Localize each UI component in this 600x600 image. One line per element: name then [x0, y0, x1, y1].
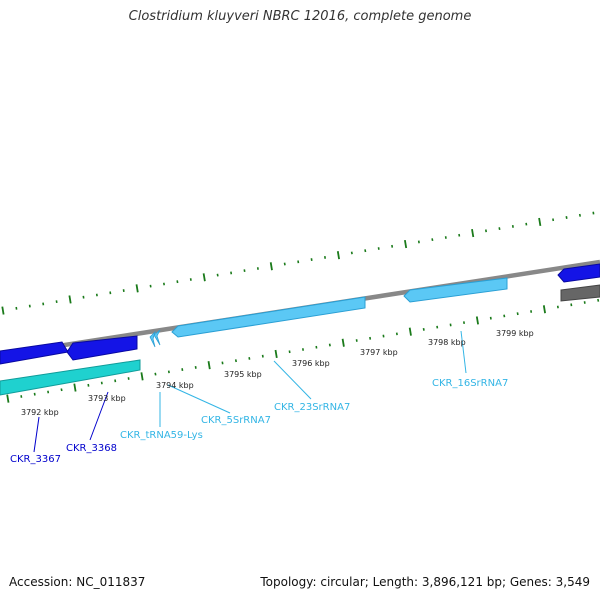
- scale-label: 3793 kbp: [88, 394, 126, 403]
- outer-tick-track: [1, 211, 595, 315]
- gene-label-ckr-3368[interactable]: CKR_3368: [66, 443, 117, 454]
- minor-tick: [503, 314, 506, 318]
- minor-tick: [422, 327, 425, 331]
- inner-tick-track: [6, 298, 600, 403]
- gene-arrow-5s-23s-rrna[interactable]: [171, 296, 366, 338]
- minor-tick: [60, 388, 63, 392]
- major-tick: [207, 361, 211, 370]
- major-tick: [140, 372, 144, 381]
- gene-label-16s-rrna[interactable]: CKR_16SrRNA7: [432, 378, 508, 389]
- minor-tick: [516, 312, 519, 316]
- major-tick: [475, 316, 479, 325]
- gene-label-23s-rrna[interactable]: CKR_23SrRNA7: [274, 402, 350, 413]
- cds-bar-cyan[interactable]: [0, 359, 141, 396]
- scale-label: 3796 kbp: [292, 359, 330, 368]
- minor-tick: [364, 249, 367, 253]
- major-tick: [274, 349, 278, 359]
- major-tick: [135, 284, 139, 293]
- scale-label: 3794 kbp: [156, 381, 194, 390]
- minor-tick: [498, 227, 501, 231]
- minor-tick: [565, 216, 568, 219]
- gene-arrow-16s-rrna[interactable]: [403, 277, 508, 303]
- minor-tick: [283, 262, 286, 266]
- major-tick: [341, 338, 345, 347]
- minor-tick: [248, 357, 251, 360]
- gene-label-5s-rrna[interactable]: CKR_5SrRNA7: [201, 415, 271, 426]
- major-tick: [408, 327, 412, 336]
- major-tick: [202, 273, 206, 282]
- major-tick: [336, 251, 340, 260]
- major-tick: [1, 306, 5, 315]
- minor-tick: [597, 298, 600, 302]
- major-tick: [404, 239, 408, 249]
- minor-tick: [328, 343, 331, 347]
- gene-label-ckr-3367[interactable]: CKR_3367: [10, 454, 61, 465]
- minor-tick: [234, 359, 237, 363]
- major-tick: [68, 295, 72, 304]
- minor-tick: [216, 273, 219, 277]
- minor-tick: [154, 372, 157, 376]
- major-tick: [73, 383, 77, 392]
- forward-strand-features[interactable]: [0, 263, 600, 365]
- major-tick: [538, 217, 542, 227]
- gene-arrow-trna59-lys-b[interactable]: [149, 330, 156, 348]
- minor-tick: [431, 238, 434, 242]
- map-title: Clostridium kluyveri NBRC 12016, complet…: [128, 9, 472, 24]
- major-tick: [542, 305, 546, 314]
- gene-arrow-right-edge[interactable]: [557, 263, 600, 283]
- scale-label: 3797 kbp: [360, 348, 398, 357]
- gene-connector-lines: [33, 330, 467, 453]
- scale-label: 3792 kbp: [21, 408, 59, 417]
- scale-label: 3795 kbp: [224, 370, 262, 379]
- gene-arrow-trna59-lys-a[interactable]: [153, 329, 161, 346]
- genome-summary-text: Topology: circular; Length: 3,896,121 bp…: [260, 575, 590, 589]
- reverse-strand-features[interactable]: [0, 284, 600, 396]
- scale-label: 3799 kbp: [496, 329, 534, 338]
- gene-arrow-ckr-3367[interactable]: [0, 341, 69, 365]
- minor-tick: [350, 251, 353, 255]
- gene-label-trna59-lys[interactable]: CKR_tRNA59-Lys: [120, 430, 203, 441]
- gene-arrow-ckr-3368[interactable]: [66, 335, 138, 361]
- minor-tick: [578, 213, 581, 217]
- scale-label: 3798 kbp: [428, 338, 466, 347]
- accession-text: Accession: NC_011837: [9, 575, 146, 589]
- pseudo-bar-gray[interactable]: [560, 284, 600, 302]
- major-tick: [269, 262, 273, 271]
- major-tick: [471, 228, 475, 238]
- major-tick: [6, 394, 10, 403]
